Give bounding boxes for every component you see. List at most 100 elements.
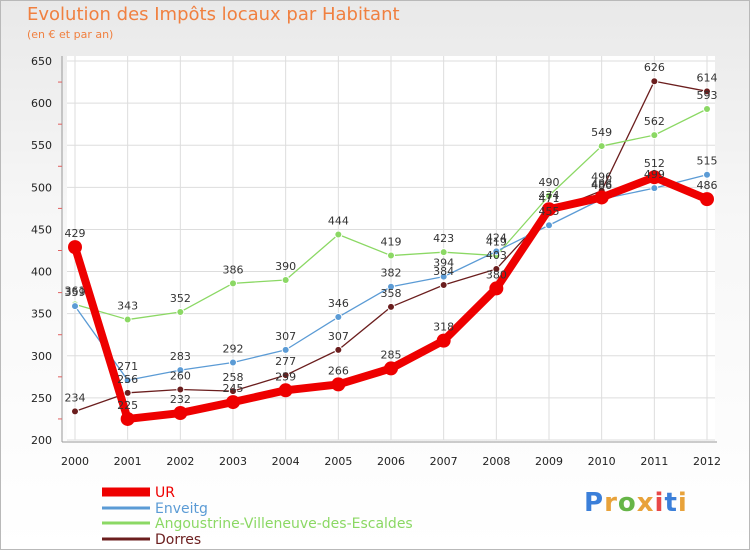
data-point xyxy=(542,202,556,217)
data-point xyxy=(387,282,395,291)
y-tick-label: 250 xyxy=(31,392,52,405)
data-label: 258 xyxy=(223,371,244,384)
data-label: 488 xyxy=(591,177,612,190)
data-label: 259 xyxy=(275,370,296,383)
data-label: 271 xyxy=(117,360,138,373)
data-point xyxy=(436,333,451,348)
data-label: 614 xyxy=(697,71,718,84)
x-tick-label: 2007 xyxy=(430,455,458,468)
data-point xyxy=(281,345,290,354)
data-label: 352 xyxy=(170,292,191,305)
data-point xyxy=(594,190,609,205)
data-label: 285 xyxy=(381,348,402,361)
data-label: 307 xyxy=(328,330,349,343)
data-point xyxy=(281,371,290,380)
data-point xyxy=(229,279,237,288)
y-tick-label: 300 xyxy=(31,350,52,363)
data-point xyxy=(492,247,501,256)
data-point xyxy=(334,345,343,354)
x-tick-label: 2000 xyxy=(61,455,89,468)
data-label: 380 xyxy=(486,268,507,281)
data-label: 423 xyxy=(433,232,454,245)
data-point xyxy=(387,251,395,260)
data-label: 358 xyxy=(381,287,402,300)
data-point xyxy=(700,192,714,207)
data-point xyxy=(387,302,395,311)
data-label: 266 xyxy=(328,364,349,377)
data-label: 343 xyxy=(117,300,138,313)
data-point xyxy=(71,407,79,416)
data-point xyxy=(123,376,132,385)
data-point xyxy=(703,87,711,96)
proxiti-logo: Proxiti xyxy=(584,488,688,518)
data-point xyxy=(647,170,662,185)
data-label: 486 xyxy=(591,179,612,192)
x-tick-label: 2005 xyxy=(324,455,352,468)
data-label: 394 xyxy=(433,257,454,270)
data-point xyxy=(176,385,185,394)
data-point xyxy=(331,377,346,392)
data-label: 562 xyxy=(644,115,665,128)
data-label: 386 xyxy=(223,263,244,276)
y-tick-label: 650 xyxy=(31,55,52,68)
x-tick-label: 2003 xyxy=(219,455,247,468)
data-point xyxy=(439,281,448,290)
data-point xyxy=(384,361,398,376)
data-point xyxy=(173,406,188,421)
logo-letter: i xyxy=(677,488,688,518)
data-label: 390 xyxy=(275,260,296,273)
x-tick-label: 2004 xyxy=(272,455,300,468)
data-label: 490 xyxy=(539,176,560,189)
x-tick-label: 2002 xyxy=(166,455,194,468)
data-point xyxy=(123,315,132,324)
data-label: 260 xyxy=(170,369,191,382)
data-point xyxy=(703,105,711,114)
data-point xyxy=(650,131,659,140)
data-label: 429 xyxy=(65,227,86,240)
legend-entry: UR xyxy=(155,485,175,501)
data-point xyxy=(229,358,237,367)
data-point xyxy=(650,184,659,193)
data-label: 593 xyxy=(697,89,718,102)
data-label: 318 xyxy=(433,321,454,334)
data-point xyxy=(334,230,343,239)
logo-letter: P xyxy=(584,488,605,518)
data-point xyxy=(439,272,448,281)
data-label: 361 xyxy=(65,284,86,297)
data-point xyxy=(545,191,553,200)
y-tick-label: 200 xyxy=(31,434,52,447)
x-tick-label: 2008 xyxy=(482,455,510,468)
data-label: 234 xyxy=(65,391,86,404)
x-tick-label: 2009 xyxy=(535,455,563,468)
data-label: 256 xyxy=(117,373,138,386)
data-label: 403 xyxy=(486,249,507,262)
data-label: 444 xyxy=(328,214,349,227)
data-point xyxy=(492,265,501,274)
data-label: 499 xyxy=(644,168,665,181)
data-label: 359 xyxy=(65,286,86,299)
legend-entry: Dorres xyxy=(155,532,201,548)
logo-letter: t xyxy=(664,488,678,518)
data-label: 419 xyxy=(381,236,402,249)
data-label: 232 xyxy=(170,393,191,406)
y-tick-label: 500 xyxy=(31,181,52,194)
data-point xyxy=(120,411,135,426)
y-tick-label: 600 xyxy=(31,97,52,110)
x-tick-label: 2006 xyxy=(377,455,405,468)
data-label: 515 xyxy=(697,155,718,168)
data-label: 474 xyxy=(539,189,560,202)
data-point xyxy=(703,170,711,179)
data-label: 245 xyxy=(223,382,244,395)
x-tick-label: 2012 xyxy=(693,455,721,468)
x-tick-label: 2001 xyxy=(114,455,142,468)
data-label: 225 xyxy=(117,399,138,412)
data-label: 626 xyxy=(644,61,665,74)
logo-letter: r xyxy=(604,488,618,518)
data-label: 549 xyxy=(591,126,612,139)
legend-entry: Enveitg xyxy=(155,501,208,517)
data-label: 292 xyxy=(223,343,244,356)
data-point xyxy=(71,302,79,311)
data-point xyxy=(229,387,237,396)
data-label: 512 xyxy=(644,157,665,170)
chart-subtitle: (en € et par an) xyxy=(27,28,114,41)
